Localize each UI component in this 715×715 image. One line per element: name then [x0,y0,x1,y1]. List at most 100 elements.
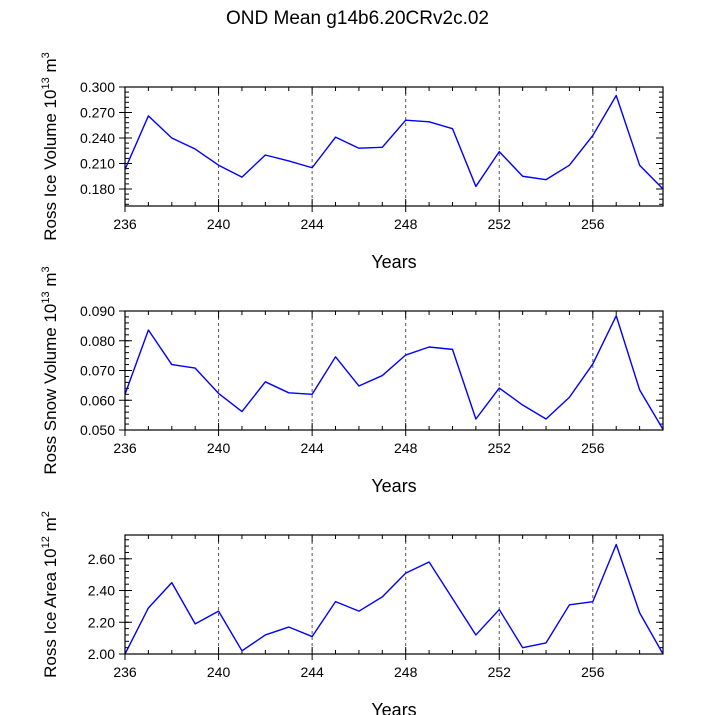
snow-volume-xtick-label-256: 256 [581,440,605,456]
snow-volume-y-axis-label: Ross Snow Volume 1013 m3 [40,266,60,474]
ice-area-ytick-label-2.60: 2.60 [88,551,115,567]
ice-area-y-axis-label: Ross Ice Area 1012 m2 [40,511,60,678]
ice-volume-y-axis-label: Ross Ice Volume 1013 m3 [40,52,60,240]
ice-area-ytick-label-2.20: 2.20 [88,614,115,630]
ice-volume-data-point-256 [591,134,594,137]
ice-area-plot-frame [124,534,664,655]
ice-volume-xtick-label-256: 256 [581,216,605,232]
snow-volume-data-point-252 [498,386,501,389]
ice-volume-data-point-242 [264,153,267,156]
snow-volume-series-line [124,315,664,430]
snow-volume-ytick-label-0.080: 0.080 [80,333,115,349]
snow-volume-data-point-240 [217,392,220,395]
ice-area-xtick-label-244: 244 [300,664,324,680]
ice-volume-ytick-label-0.210: 0.210 [80,156,115,172]
snow-volume-data-point-256 [591,362,594,365]
snow-volume-data-point-258 [638,388,641,391]
ice-volume-data-point-245 [334,136,337,139]
ice-volume-data-point-259 [661,187,664,190]
ice-area-data-point-236 [123,652,126,655]
ice-volume-data-point-239 [194,147,197,150]
ice-area-data-point-246 [357,610,360,613]
snow-volume-data-point-255 [568,396,571,399]
ice-volume-data-point-258 [638,164,641,167]
ice-area-xtick-label-256: 256 [581,664,605,680]
snow-volume-xtick-label-248: 248 [394,440,418,456]
ice-area-data-point-245 [334,600,337,603]
snow-volume-data-point-244 [311,393,314,396]
ice-volume-xtick-label-244: 244 [300,216,324,232]
snow-volume-ytick-label-0.070: 0.070 [80,363,115,379]
ice-volume-data-point-240 [217,164,220,167]
ice-area-data-point-240 [217,610,220,613]
ice-volume-plot-frame [124,86,664,207]
ice-volume-ytick-label-0.180: 0.180 [80,181,115,197]
ice-volume-ytick-label-0.270: 0.270 [80,105,115,121]
ice-area-data-point-251 [474,633,477,636]
ice-area-data-point-256 [591,600,594,603]
ice-volume-data-point-255 [568,164,571,167]
snow-volume-data-point-249 [427,345,430,348]
ice-area-xtick-label-248: 248 [394,664,418,680]
ice-volume-x-axis-label: Years [371,252,416,272]
ice-area-data-point-257 [615,543,618,546]
ice-volume-data-point-237 [147,114,150,117]
snow-volume-data-point-237 [147,328,150,331]
ice-volume-xtick-label-252: 252 [488,216,512,232]
snow-volume-xtick-label-252: 252 [488,440,512,456]
snow-volume-xtick-label-244: 244 [300,440,324,456]
ice-area-data-point-248 [404,571,407,574]
snow-volume-data-point-254 [544,417,547,420]
snow-volume-data-point-242 [264,380,267,383]
ice-area-xtick-label-252: 252 [488,664,512,680]
ice-area-data-point-242 [264,633,267,636]
ice-area-data-point-255 [568,603,571,606]
snow-volume-data-point-253 [521,403,524,406]
snow-volume-xtick-label-236: 236 [113,440,137,456]
ice-volume-data-point-257 [615,94,618,97]
ice-volume-xtick-label-236: 236 [113,216,137,232]
snow-volume-data-point-238 [170,363,173,366]
ice-volume-xtick-label-240: 240 [207,216,231,232]
ice-area-x-axis-label: Years [371,700,416,715]
ice-area-data-point-250 [451,597,454,600]
ice-area-data-point-259 [661,652,664,655]
ice-area-ytick-label-2.40: 2.40 [88,583,115,599]
ice-volume-data-point-253 [521,175,524,178]
ice-area-data-point-252 [498,608,501,611]
ice-volume-data-point-238 [170,136,173,139]
ice-volume-data-point-249 [427,120,430,123]
ice-area-data-point-239 [194,622,197,625]
snow-volume-data-point-248 [404,353,407,356]
ice-volume-series-line [124,94,664,190]
snow-volume-plot-frame [124,310,664,431]
snow-volume-data-point-251 [474,417,477,420]
ice-volume-data-point-252 [498,150,501,153]
snow-volume-data-point-259 [661,428,664,431]
snow-volume-data-point-245 [334,355,337,358]
ice-volume-ytick-label-0.300: 0.300 [80,79,115,95]
ice-volume-xtick-label-248: 248 [394,216,418,232]
snow-volume-data-point-239 [194,367,197,370]
ice-area-data-point-254 [544,641,547,644]
ice-area-xtick-label-240: 240 [207,664,231,680]
ice-area-data-point-253 [521,646,524,649]
ice-volume-data-point-248 [404,119,407,122]
ice-volume-data-point-247 [381,146,384,149]
ice-area-xtick-label-236: 236 [113,664,137,680]
figure-title: OND Mean g14b6.20CRv2c.02 [226,8,489,29]
ice-volume-data-point-254 [544,178,547,181]
snow-volume-data-point-247 [381,374,384,377]
snow-volume-ytick-label-0.090: 0.090 [80,303,115,319]
ice-area-data-point-238 [170,581,173,584]
snow-volume-data-point-243 [287,391,290,394]
snow-volume-data-point-241 [240,410,243,413]
snow-volume-xtick-label-240: 240 [207,440,231,456]
ice-volume-data-point-250 [451,127,454,130]
ice-volume-data-point-241 [240,176,243,179]
ice-volume-data-point-246 [357,147,360,150]
